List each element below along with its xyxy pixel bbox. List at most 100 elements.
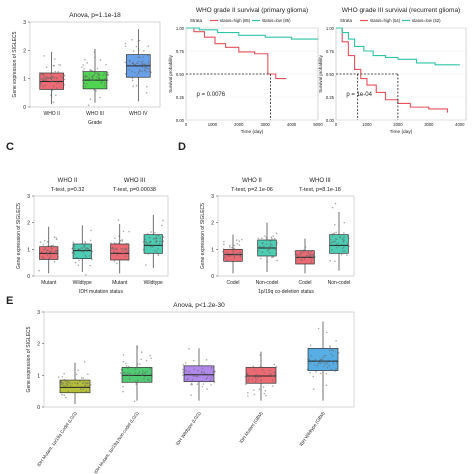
x-tick-label: 3000 bbox=[261, 122, 271, 127]
data-point bbox=[273, 374, 276, 376]
data-point bbox=[116, 254, 118, 257]
data-point bbox=[103, 79, 105, 82]
data-point bbox=[335, 246, 338, 249]
data-point bbox=[268, 246, 270, 248]
panel-B2: WHO grade III survival (recurrent glioma… bbox=[318, 7, 467, 135]
data-point bbox=[81, 66, 83, 69]
data-point bbox=[213, 380, 215, 382]
x-tick-label: Non-codel bbox=[328, 280, 351, 286]
data-point bbox=[144, 66, 147, 69]
y-tick-label: 2 bbox=[27, 221, 30, 227]
data-point bbox=[50, 250, 53, 253]
data-point bbox=[149, 64, 152, 66]
data-point bbox=[140, 351, 143, 354]
data-point bbox=[148, 70, 150, 73]
data-point bbox=[223, 243, 225, 246]
data-point bbox=[105, 63, 107, 66]
data-point bbox=[84, 244, 86, 247]
data-point bbox=[275, 232, 278, 235]
data-point bbox=[299, 249, 302, 252]
data-point bbox=[40, 251, 43, 253]
data-point bbox=[84, 381, 87, 384]
data-point bbox=[132, 62, 135, 65]
data-point bbox=[99, 59, 102, 61]
data-point bbox=[89, 245, 92, 248]
data-point bbox=[203, 372, 206, 375]
data-point bbox=[273, 371, 276, 374]
data-point bbox=[336, 362, 338, 365]
data-point bbox=[46, 245, 49, 248]
data-point bbox=[253, 389, 255, 391]
data-point bbox=[127, 243, 130, 246]
data-point bbox=[41, 85, 44, 88]
y-tick-label: 3 bbox=[37, 310, 40, 316]
data-point bbox=[268, 239, 270, 241]
survival-curve bbox=[186, 27, 287, 80]
data-point bbox=[142, 248, 145, 251]
data-point bbox=[185, 378, 188, 381]
data-point bbox=[191, 383, 194, 386]
data-point bbox=[332, 349, 335, 352]
data-point bbox=[272, 375, 274, 377]
data-point bbox=[59, 64, 62, 66]
data-point bbox=[274, 248, 277, 251]
data-point bbox=[45, 79, 48, 82]
data-point bbox=[51, 252, 54, 255]
data-point bbox=[117, 219, 120, 222]
survival-curve bbox=[336, 27, 448, 113]
data-point bbox=[335, 339, 337, 342]
data-point bbox=[138, 68, 141, 71]
data-point bbox=[87, 373, 89, 376]
data-point bbox=[265, 243, 268, 245]
data-point bbox=[269, 245, 272, 247]
data-point bbox=[275, 252, 278, 255]
data-point bbox=[133, 400, 136, 403]
data-point bbox=[300, 251, 303, 254]
y-tick-label: 2 bbox=[211, 221, 214, 227]
data-point bbox=[127, 75, 130, 78]
data-point bbox=[236, 252, 238, 255]
data-point bbox=[83, 78, 85, 81]
data-point bbox=[224, 253, 227, 255]
data-point bbox=[266, 247, 269, 249]
data-point bbox=[276, 259, 278, 262]
data-point bbox=[245, 381, 247, 384]
data-point bbox=[228, 253, 230, 255]
x-tick-label: Codel bbox=[226, 280, 239, 286]
data-point bbox=[52, 76, 55, 78]
data-point bbox=[333, 241, 336, 243]
y-tick-label: 3 bbox=[211, 194, 214, 200]
data-point bbox=[301, 249, 303, 252]
data-point bbox=[147, 252, 149, 255]
x-tick-label: Codel bbox=[298, 280, 311, 286]
data-point bbox=[41, 77, 44, 80]
data-point bbox=[131, 62, 134, 64]
data-point bbox=[142, 374, 144, 376]
data-point bbox=[88, 73, 91, 76]
data-point bbox=[309, 371, 311, 374]
data-point bbox=[315, 370, 317, 373]
data-point bbox=[150, 373, 153, 375]
data-point bbox=[53, 58, 56, 60]
chart-title: WHO grade II survival (primary glioma) bbox=[196, 7, 308, 14]
data-point bbox=[271, 379, 274, 382]
data-point bbox=[342, 250, 345, 253]
data-point bbox=[343, 221, 346, 224]
y-tick-label: 3 bbox=[27, 194, 30, 200]
data-point bbox=[72, 242, 75, 245]
data-point bbox=[337, 245, 340, 248]
data-point bbox=[259, 354, 261, 356]
data-point bbox=[247, 392, 249, 394]
data-point bbox=[190, 394, 192, 396]
data-point bbox=[233, 256, 236, 259]
data-point bbox=[127, 249, 130, 251]
data-point bbox=[145, 264, 147, 266]
data-point bbox=[131, 79, 134, 82]
legend-label: status=low (85) bbox=[262, 18, 291, 23]
data-point bbox=[145, 71, 148, 73]
data-point bbox=[68, 382, 71, 384]
data-point bbox=[53, 260, 56, 263]
data-point bbox=[89, 98, 92, 101]
data-point bbox=[209, 379, 212, 381]
data-point bbox=[258, 245, 261, 248]
